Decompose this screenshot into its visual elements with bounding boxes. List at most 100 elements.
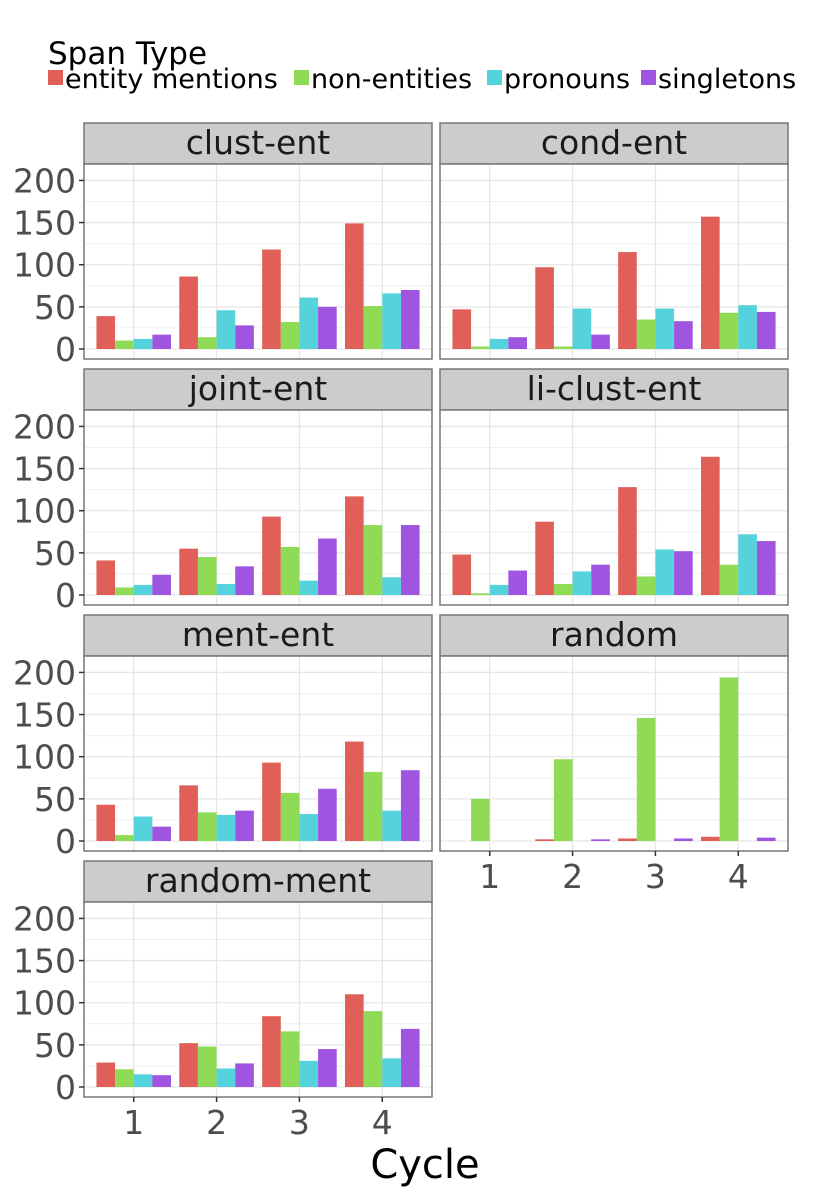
legend-key-singletons (641, 70, 656, 85)
bar-cond-ent-entity-mentions-cycle-1 (452, 309, 472, 349)
bar-ment-ent-entity-mentions-cycle-1 (96, 804, 116, 841)
bar-li-clust-ent-pronouns-cycle-1 (489, 584, 509, 595)
x-tick-label: 4 (728, 857, 749, 896)
bar-cond-ent-non-entities-cycle-4 (719, 312, 739, 349)
x-tick-label: 1 (479, 857, 500, 896)
bar-random-ment-entity-mentions-cycle-2 (179, 1043, 198, 1087)
bar-joint-ent-non-entities-cycle-4 (363, 525, 383, 595)
bar-random-ment-pronouns-cycle-2 (216, 1068, 236, 1087)
panel-li-clust-ent: li-clust-ent (439, 368, 789, 606)
bar-li-clust-ent-non-entities-cycle-1 (471, 593, 490, 595)
panel-strip-cond-ent (439, 122, 789, 165)
panel-strip-li-clust-ent (439, 368, 789, 411)
bar-ment-ent-pronouns-cycle-1 (133, 816, 153, 841)
bar-random-entity-mentions-cycle-2 (535, 839, 554, 841)
y-tick-label: 100 (13, 984, 76, 1023)
bar-clust-ent-singletons-cycle-2 (235, 325, 254, 349)
x-tick-label: 1 (123, 1103, 144, 1142)
panel-border (439, 163, 789, 360)
x-axis-label: Cycle (370, 1142, 479, 1188)
bar-random-ment-pronouns-cycle-1 (133, 1074, 153, 1087)
panel-title-li-clust-ent: li-clust-ent (527, 369, 702, 408)
bar-joint-ent-entity-mentions-cycle-4 (345, 496, 364, 595)
panel-border (439, 655, 789, 852)
bar-clust-ent-entity-mentions-cycle-1 (96, 316, 116, 349)
legend-key-non-entities (294, 70, 309, 85)
panel-cond-ent: cond-ent (439, 122, 789, 360)
bar-joint-ent-singletons-cycle-2 (235, 566, 254, 595)
bar-clust-ent-pronouns-cycle-2 (216, 310, 236, 349)
panel-strip-clust-ent (83, 122, 433, 165)
y-tick-label: 150 (13, 942, 76, 981)
bar-clust-ent-pronouns-cycle-3 (299, 297, 319, 349)
legend: Span Type entity mentions non-entities pro… (48, 36, 796, 95)
bar-random-ment-singletons-cycle-2 (235, 1063, 254, 1087)
bar-clust-ent-pronouns-cycle-1 (133, 338, 153, 349)
panel-border (83, 655, 433, 852)
bar-li-clust-ent-non-entities-cycle-3 (636, 576, 656, 595)
bar-li-clust-ent-singletons-cycle-4 (756, 541, 776, 595)
bar-li-clust-ent-pronouns-cycle-2 (572, 571, 592, 595)
bar-random-ment-entity-mentions-cycle-3 (262, 1016, 281, 1087)
bar-cond-ent-pronouns-cycle-3 (655, 308, 675, 349)
bar-li-clust-ent-entity-mentions-cycle-3 (618, 487, 637, 595)
bar-li-clust-ent-entity-mentions-cycle-2 (535, 521, 554, 595)
bar-li-clust-ent-singletons-cycle-2 (591, 564, 610, 595)
bar-cond-ent-non-entities-cycle-3 (636, 319, 656, 349)
bar-cond-ent-entity-mentions-cycle-4 (701, 216, 720, 349)
bar-random-singletons-cycle-2 (591, 839, 610, 841)
legend-title: Span Type (48, 36, 207, 72)
y-tick-label: 0 (55, 1068, 76, 1107)
y-tick-label: 150 (13, 204, 76, 243)
bar-cond-ent-entity-mentions-cycle-3 (618, 252, 637, 349)
bar-joint-ent-pronouns-cycle-4 (382, 577, 401, 595)
bar-random-ment-pronouns-cycle-3 (299, 1060, 319, 1087)
bar-ment-ent-singletons-cycle-2 (235, 810, 254, 841)
bar-clust-ent-non-entities-cycle-2 (197, 337, 217, 349)
bar-random-ment-non-entities-cycle-2 (197, 1046, 217, 1087)
bar-ment-ent-pronouns-cycle-2 (216, 814, 236, 841)
bar-ment-ent-entity-mentions-cycle-3 (262, 762, 281, 841)
legend-key-pronouns (487, 70, 502, 85)
y-tick-label: 100 (13, 246, 76, 285)
x-tick-label: 4 (372, 1103, 393, 1142)
bar-li-clust-ent-pronouns-cycle-4 (738, 534, 757, 595)
bar-ment-ent-non-entities-cycle-3 (280, 792, 300, 841)
legend-label-entity-mentions: entity mentions (65, 64, 278, 95)
panel-title-joint-ent: joint-ent (188, 369, 328, 408)
panel-strip-random-ment (83, 860, 433, 903)
bar-ment-ent-pronouns-cycle-3 (299, 814, 319, 841)
bar-random-ment-non-entities-cycle-3 (280, 1031, 300, 1087)
bar-random-non-entities-cycle-2 (553, 759, 573, 841)
bar-cond-ent-singletons-cycle-3 (674, 321, 693, 349)
bar-joint-ent-non-entities-cycle-2 (197, 557, 217, 595)
bar-cond-ent-entity-mentions-cycle-2 (535, 267, 554, 349)
bar-clust-ent-singletons-cycle-3 (318, 306, 337, 349)
y-tick-label: 100 (13, 492, 76, 531)
bar-random-singletons-cycle-3 (674, 838, 693, 841)
bar-ment-ent-entity-mentions-cycle-2 (179, 785, 198, 841)
bar-ment-ent-non-entities-cycle-2 (197, 812, 217, 841)
bar-random-ment-non-entities-cycle-1 (115, 1069, 134, 1087)
y-tick-label: 200 (13, 407, 76, 446)
panel-border (83, 901, 433, 1098)
bar-random-ment-singletons-cycle-3 (318, 1049, 337, 1087)
panel-border (83, 163, 433, 360)
bar-clust-ent-non-entities-cycle-1 (115, 340, 134, 349)
y-tick-label: 100 (13, 738, 76, 777)
panel-title-cond-ent: cond-ent (541, 123, 687, 162)
bar-cond-ent-pronouns-cycle-1 (489, 338, 509, 349)
bar-random-entity-mentions-cycle-3 (618, 838, 637, 841)
panels: clust-ent050100150200cond-entjoint-ent05… (13, 122, 789, 1142)
panel-strip-joint-ent (83, 368, 433, 411)
x-tick-label: 3 (645, 857, 666, 896)
panel-random: random 1 2 3 4 (439, 614, 789, 896)
bar-joint-ent-pronouns-cycle-1 (133, 584, 153, 595)
y-tick-label: 200 (13, 161, 76, 200)
bar-joint-ent-entity-mentions-cycle-3 (262, 516, 281, 595)
bar-clust-ent-entity-mentions-cycle-3 (262, 249, 281, 349)
